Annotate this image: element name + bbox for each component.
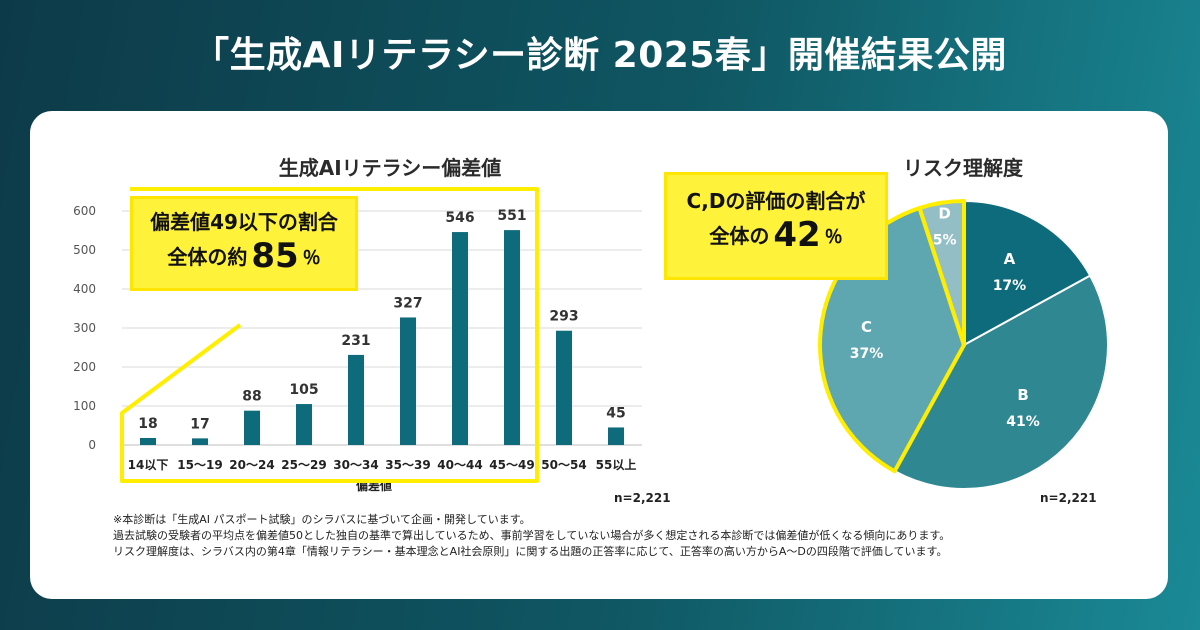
headline: 「生成AIリテラシー診断 2025春」開催結果公開 (193, 35, 1007, 76)
pie-slice-value: 17% (993, 278, 1027, 294)
bar (556, 330, 572, 445)
bar (244, 410, 260, 445)
y-tick-label: 200 (73, 360, 96, 374)
pie-callout-prefix: 全体の (709, 224, 770, 248)
bar (608, 427, 624, 445)
y-tick-label: 400 (73, 282, 96, 296)
pie-slice (963, 199, 1092, 347)
x-tick-label: 55以上 (596, 457, 637, 472)
bar (348, 354, 364, 445)
pie-callout-value: 42 (773, 215, 821, 255)
bar-callout-line1: 偏差値49以下の割合 (150, 210, 338, 234)
bar (192, 438, 208, 445)
pie-slice-value: 37% (850, 346, 884, 362)
bar (452, 232, 468, 445)
bar-value-label: 18 (138, 416, 157, 432)
footnote-3: リスク理解度は、シラバス内の第4章「情報リテラシー・基本理念とAI社会原則」に関… (113, 545, 948, 558)
x-tick-label: 30〜34 (333, 458, 378, 472)
bar-callout-value: 85 (251, 236, 299, 276)
y-tick-label: 100 (73, 399, 96, 413)
x-tick-label: 50〜54 (541, 458, 586, 472)
y-tick-label: 500 (73, 243, 96, 257)
highlight-frame (120, 187, 539, 483)
pie-slice-highlight (917, 199, 966, 347)
pie-callout-unit: ％ (824, 227, 843, 248)
pie-callout: C,Dの評価の割合が 全体の 42 ％ (664, 172, 888, 280)
footnote-2: 過去試験の受験者の平均点を偏差値50とした独自の基準で算出しているため、事前学習… (113, 529, 951, 542)
bar-value-label: 551 (497, 208, 526, 224)
bar-callout-prefix: 全体の約 (167, 245, 248, 269)
pie-sample-size: n=2,221 (1040, 491, 1097, 505)
y-tick-label: 600 (73, 204, 96, 218)
pie-slice (893, 274, 1109, 490)
x-tick-label: 45〜49 (489, 458, 534, 472)
bar-callout-unit: ％ (302, 248, 321, 269)
bar (504, 230, 520, 445)
footnote-1: ※本診断は「生成AI パスポート試験」のシラバスに基づいて企画・開発しています。 (113, 513, 531, 526)
bar-sample-size: n=2,221 (614, 491, 671, 505)
bar (400, 317, 416, 445)
pie-slice-value: 5% (933, 233, 957, 249)
pie-slice-label: D (938, 205, 950, 223)
y-tick-label: 300 (73, 321, 96, 335)
bar-callout: 偏差値49以下の割合 全体の約 85 ％ (130, 196, 358, 291)
x-tick-label: 14以下 (128, 458, 169, 472)
bar-value-label: 17 (190, 416, 209, 432)
y-tick-label: 0 (88, 438, 96, 452)
bar-value-label: 231 (341, 333, 370, 349)
bar-value-label: 88 (242, 389, 261, 405)
x-tick-label: 40〜44 (437, 458, 482, 472)
bar-value-label: 105 (289, 382, 318, 398)
bar-value-label: 327 (393, 295, 422, 311)
bar-value-label: 45 (606, 405, 625, 421)
pie-slice-label: A (1004, 250, 1016, 268)
bar (140, 437, 156, 445)
pie-slice-label: C (861, 318, 872, 336)
bar-value-label: 293 (549, 309, 578, 325)
x-tick-label: 20〜24 (229, 458, 274, 472)
pie-slice-label: B (1017, 386, 1028, 404)
bar-value-label: 546 (445, 210, 474, 226)
pie-callout-line1: C,Dの評価の割合が (686, 189, 866, 213)
pie-slice-value: 41% (1006, 414, 1040, 430)
pie-chart-title: リスク理解度 (903, 156, 1023, 180)
x-tick-label: 15〜19 (177, 458, 222, 472)
bar-chart-title: 生成AIリテラシー偏差値 (278, 156, 502, 180)
x-tick-label: 35〜39 (385, 458, 430, 472)
bar-chart: 0 100 200 300 400 500 600 18 14以下 17 15〜19 88 20〜24 1… (73, 187, 642, 493)
x-tick-label: 25〜29 (281, 458, 326, 472)
bar (296, 404, 312, 445)
